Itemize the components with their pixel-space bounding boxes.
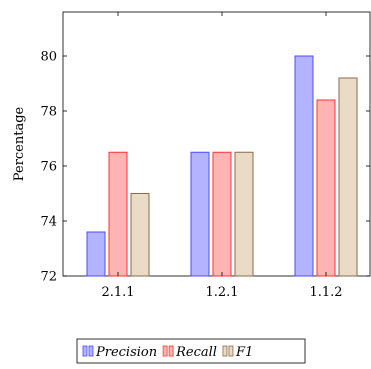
legend-label-precision: Precision <box>95 345 157 360</box>
bar-precision-2-1-1 <box>86 231 106 277</box>
bar-recall-1-1-2 <box>316 99 336 277</box>
y-tick-label: 78 <box>40 105 57 120</box>
legend-label-f1: F1 <box>235 345 253 360</box>
y-tick-label: 80 <box>40 50 57 65</box>
y-axis: 72 74 76 78 80 <box>40 50 370 285</box>
legend-swatch-precision-b <box>88 345 94 357</box>
bar-f1-1-2-1 <box>234 151 254 277</box>
bar-f1-2-1-1 <box>130 193 150 277</box>
bar-precision-1-2-1 <box>190 151 210 277</box>
legend-swatch-precision <box>82 345 88 357</box>
legend-label-recall: Recall <box>175 345 217 360</box>
legend-swatch-recall-b <box>168 345 174 357</box>
legend: Precision Recall F1 <box>76 338 306 364</box>
bar-recall-2-1-1 <box>108 151 128 277</box>
legend-swatch-f1 <box>222 345 228 357</box>
legend-box <box>76 338 306 364</box>
bar-precision-1-1-2 <box>294 55 314 277</box>
bars-group <box>86 55 358 277</box>
x-tick-label: 2.1.1 <box>101 285 134 300</box>
y-tick-label: 76 <box>40 160 57 175</box>
x-tick-label: 1.2.1 <box>205 285 238 300</box>
y-axis-title: Percentage <box>12 106 27 181</box>
x-tick-label: 1.1.2 <box>309 285 342 300</box>
x-axis: 2.1.1 1.2.1 1.1.2 <box>101 12 343 300</box>
legend-swatch-recall <box>162 345 168 357</box>
y-tick-label: 72 <box>40 270 57 285</box>
bar-recall-1-2-1 <box>212 151 232 277</box>
legend-swatch-f1-b <box>228 345 234 357</box>
bar-f1-1-1-2 <box>338 77 358 277</box>
y-tick-label: 74 <box>40 215 57 230</box>
